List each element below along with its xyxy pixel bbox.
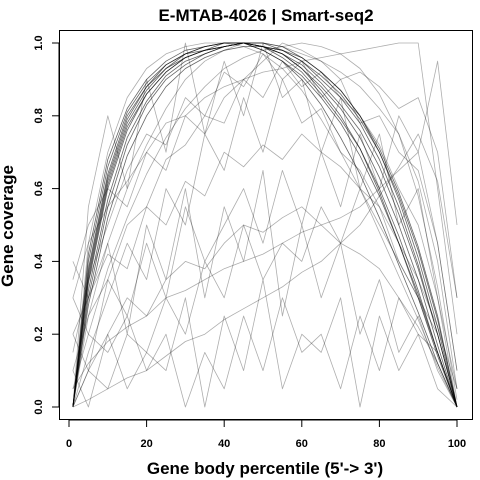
coverage-curve-28 [72,42,458,298]
coverage-curve-2 [72,42,458,408]
coverage-curve-16 [72,151,458,390]
coverage-curves [72,42,458,408]
coverage-curve-12 [72,60,458,389]
coverage-curve-23 [72,297,458,408]
coverage-curve-5 [72,42,458,408]
coverage-curve-14 [72,79,458,408]
y-axis-label: Gene coverage [0,165,17,287]
coverage-curve-7 [72,42,458,408]
x-axis: 0 20 40 60 80 100 [66,419,466,450]
x-tick-label: 20 [140,438,152,450]
coverage-curve-1 [72,42,458,408]
coverage-curve-15 [72,42,458,335]
y-axis: 0.0 0.2 0.4 0.6 0.8 1.0 [33,35,60,415]
coverage-curve-27 [72,206,458,408]
coverage-curve-8 [72,42,458,408]
coverage-curve-17 [72,133,458,408]
coverage-curve-10 [72,42,458,408]
chart-title: E-MTAB-4026 | Smart-seq2 [158,6,373,25]
x-axis-label: Gene body percentile (5'-> 3') [147,459,383,478]
coverage-curve-9 [72,46,458,408]
x-tick-label: 80 [373,438,385,450]
y-tick-label: 0.8 [33,108,45,123]
coverage-curve-4 [72,42,458,408]
x-tick-label: 60 [296,438,308,450]
coverage-curve-18 [72,169,458,408]
y-tick-label: 1.0 [33,35,45,50]
coverage-curve-25 [72,42,458,408]
coverage-curve-11 [72,42,458,400]
coverage-curve-3 [72,42,458,408]
coverage-curve-13 [72,133,458,389]
y-tick-label: 0.0 [33,399,45,414]
y-tick-label: 0.6 [33,181,45,196]
coverage-curve-20 [72,42,458,408]
coverage-curve-6 [72,42,458,408]
coverage-curve-21 [72,60,458,372]
coverage-curve-22 [72,188,458,408]
coverage-curve-26 [72,53,458,371]
y-tick-label: 0.4 [33,253,45,269]
x-tick-label: 0 [66,438,72,450]
x-tick-label: 100 [448,438,466,450]
x-tick-label: 40 [218,438,230,450]
y-tick-label: 0.2 [33,327,45,342]
coverage-curve-24 [72,42,458,408]
coverage-curve-19 [72,279,458,408]
